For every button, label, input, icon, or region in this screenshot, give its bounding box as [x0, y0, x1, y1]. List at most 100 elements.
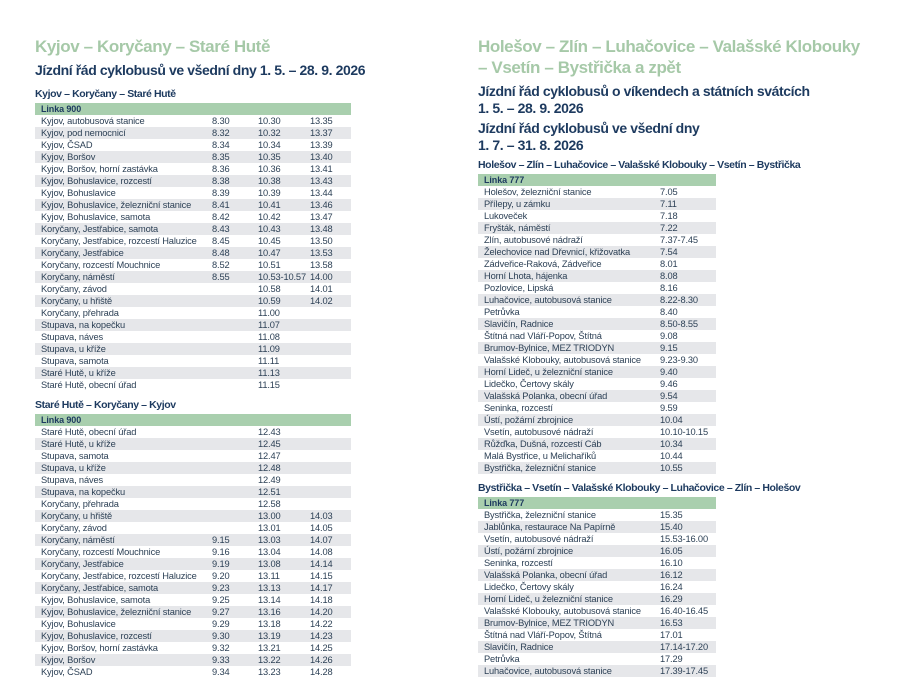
stop-name: Bystřička, železniční stanice	[484, 463, 596, 473]
table-row: Koryčany, rozcestí Mouchnice 8.52 10.51 13.…	[35, 259, 351, 271]
stop-name: Kyjov, Bohuslavice	[41, 619, 116, 629]
table-row: Bystřička, železniční stanice 10.55	[478, 462, 716, 474]
departure-time: 14.01	[310, 284, 333, 294]
stop-name: Seninka, rozcestí	[484, 403, 553, 413]
departure-time: 17.01	[660, 630, 683, 640]
departure-time: 14.07	[310, 535, 333, 545]
stop-name: Staré Hutě, u kříže	[41, 439, 116, 449]
stop-name: Růžďka, Dušná, rozcestí Cáb	[484, 439, 602, 449]
departure-time: 14.08	[310, 547, 333, 557]
stop-name: Kyjov, ČSAD	[41, 140, 93, 150]
stop-name: Kyjov, ČSAD	[41, 667, 93, 677]
stop-name: Kyjov, Bohuslavice, železniční stanice	[41, 607, 192, 617]
table-row: Koryčany, rozcestí Mouchnice 9.16 13.04 14.…	[35, 546, 351, 558]
departure-time: 8.55	[212, 272, 230, 282]
table-row: Fryšták, náměstí 7.22	[478, 222, 716, 234]
departure-time: 13.22	[258, 655, 281, 665]
stop-name: Zlín, autobusové nádraží	[484, 235, 583, 245]
table-row: Stupava, náves 12.49	[35, 474, 351, 486]
stop-name: Koryčany, Jestřabice	[41, 248, 124, 258]
stop-name: Stupava, náves	[41, 475, 103, 485]
departure-time: 10.47	[258, 248, 281, 258]
departure-time: 13.14	[258, 595, 281, 605]
departure-time: 10.34	[258, 140, 281, 150]
right-weekday-schedule-line1: Jízdní řád cyklobusů ve všední dny	[478, 120, 700, 136]
table-row: Kyjov, Bohuslavice, rozcestí 8.38 10.38 13.…	[35, 175, 351, 187]
departure-time: 12.51	[258, 487, 281, 497]
stop-name: Pozlovice, Lipská	[484, 283, 554, 293]
table-row: Malá Bystřice, u Melichaříků 10.44	[478, 450, 716, 462]
departure-time: 7.05	[660, 187, 678, 197]
stop-name: Holešov, železniční stanice	[484, 187, 592, 197]
departure-time: 13.13	[258, 583, 281, 593]
departure-time: 9.15	[212, 535, 230, 545]
right-weekend-schedule-subtitle: Jízdní řád cyklobusů o víkendech a státn…	[478, 83, 810, 117]
departure-time: 16.29	[660, 594, 683, 604]
table-row: Luhačovice, autobusová stanice 17.39-17.4…	[478, 665, 716, 677]
stop-name: Lidečko, Čertovy skály	[484, 379, 574, 389]
table-row: Zádveřice-Raková, Zádveřice 8.01	[478, 258, 716, 270]
stop-name: Slavičín, Radnice	[484, 642, 554, 652]
stop-name: Stupava, u kříže	[41, 463, 106, 473]
stop-name: Koryčany, Jestřabice, samota	[41, 224, 159, 234]
departure-time: 9.25	[212, 595, 230, 605]
departure-time: 9.20	[212, 571, 230, 581]
table-title: Staré Hutě – Koryčany – Kyjov	[35, 399, 176, 411]
departure-time: 8.41	[212, 200, 230, 210]
stop-name: Horní Lideč, u železniční stanice	[484, 594, 613, 604]
table-row: Kyjov, Boršov 8.35 10.35 13.40	[35, 151, 351, 163]
departure-time: 13.00	[258, 511, 281, 521]
departure-time: 14.28	[310, 667, 333, 677]
table-row: Koryčany, Jestřabice, samota 9.23 13.13 14.…	[35, 582, 351, 594]
departure-time: 8.40	[660, 307, 678, 317]
departure-time: 10.10-10.15	[660, 427, 708, 437]
departure-time: 10.32	[258, 128, 281, 138]
table-row: Přílepy, u zámku 7.11	[478, 198, 716, 210]
departure-time: 8.52	[212, 260, 230, 270]
stop-name: Staré Hutě, obecní úřad	[41, 427, 137, 437]
stop-name: Kyjov, Bohuslavice, samota	[41, 212, 151, 222]
departure-time: 8.08	[660, 271, 678, 281]
departure-time: 8.32	[212, 128, 230, 138]
departure-time: 9.19	[212, 559, 230, 569]
departure-time: 13.48	[310, 224, 333, 234]
table-row: Slavičín, Radnice 17.14-17.20	[478, 641, 716, 653]
table-row: Pozlovice, Lipská 8.16	[478, 282, 716, 294]
table-row: Valašské Klobouky, autobusová stanice 9.2…	[478, 354, 716, 366]
table-row: Seninka, rozcestí 9.59	[478, 402, 716, 414]
table-rows: Bystřička, železniční stanice 15.35 Jablůn…	[478, 509, 716, 677]
table-row: Horní Lideč, u železniční stanice 16.29	[478, 593, 716, 605]
table-row: Kyjov, Bohuslavice 9.29 13.18 14.22	[35, 618, 351, 630]
table-row: Zlín, autobusové nádraží 7.37-7.45	[478, 234, 716, 246]
table-row: Jablůnka, restaurace Na Papírně 15.40	[478, 521, 716, 533]
table-row: Staré Hutě, u kříže 12.45	[35, 438, 351, 450]
departure-time: 9.30	[212, 631, 230, 641]
departure-time: 13.43	[310, 176, 333, 186]
departure-time: 8.39	[212, 188, 230, 198]
table-rows: Holešov, železniční stanice 7.05 Přílepy, …	[478, 186, 716, 474]
departure-time: 8.43	[212, 224, 230, 234]
table-row: Petrůvka 8.40	[478, 306, 716, 318]
stop-name: Stupava, u kříže	[41, 344, 106, 354]
table-row: Holešov, železniční stanice 7.05	[478, 186, 716, 198]
departure-time: 13.44	[310, 188, 333, 198]
stop-name: Koryčany, rozcestí Mouchnice	[41, 547, 161, 557]
table-row: Valašská Polanka, obecní úřad 9.54	[478, 390, 716, 402]
departure-time: 14.05	[310, 523, 333, 533]
table-row: Kyjov, ČSAD 8.34 10.34 13.39	[35, 139, 351, 151]
timetable-stare-hute-korycany-kyjov: Staré Hutě – Koryčany – Kyjov Linka 900 …	[35, 400, 351, 678]
stop-name: Lukoveček	[484, 211, 528, 221]
departure-time: 14.00	[310, 272, 333, 282]
table-row: Kyjov, ČSAD 9.34 13.23 14.28	[35, 666, 351, 678]
line-badge-row: Linka 777	[478, 174, 716, 186]
stop-name: Valašská Polanka, obecní úřad	[484, 391, 608, 401]
stop-name: Valašské Klobouky, autobusová stanice	[484, 355, 641, 365]
stop-name: Kyjov, Boršov, horní zastávka	[41, 643, 158, 653]
departure-time: 9.29	[212, 619, 230, 629]
departure-time: 9.40	[660, 367, 678, 377]
table-row: Koryčany, závod 10.58 14.01	[35, 283, 351, 295]
departure-time: 14.18	[310, 595, 333, 605]
table-row: Kyjov, Bohuslavice, železniční stanice 8.…	[35, 199, 351, 211]
departure-time: 11.07	[258, 320, 280, 330]
departure-time: 10.36	[258, 164, 281, 174]
